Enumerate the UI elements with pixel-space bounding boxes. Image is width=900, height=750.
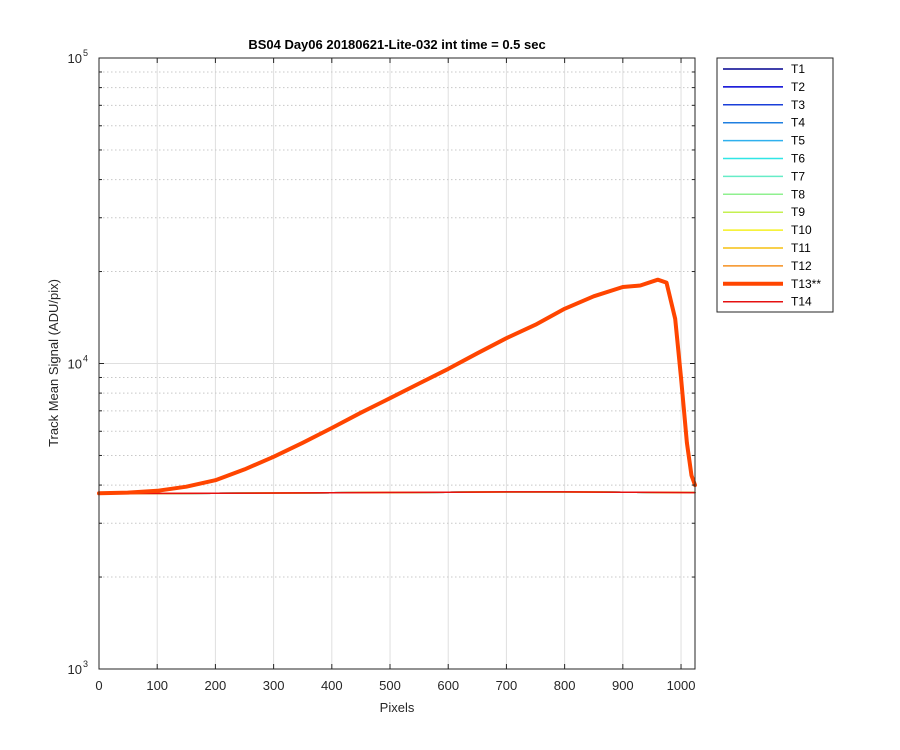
legend-label: T13** (791, 277, 821, 291)
grid (99, 58, 695, 669)
x-tick-label: 100 (146, 678, 168, 693)
x-tick-label: 800 (554, 678, 576, 693)
x-tick-label: 300 (263, 678, 285, 693)
y-tick-label-base: 10 (68, 662, 82, 677)
x-tick-label: 0 (95, 678, 102, 693)
y-tick-label-base: 10 (68, 357, 82, 372)
series-line-t14 (98, 491, 696, 495)
legend-label: T10 (791, 223, 812, 237)
chart-title: BS04 Day06 20180621-Lite-032 int time = … (248, 37, 545, 52)
y-tick-label-exponent: 4 (83, 354, 88, 364)
legend-label: T9 (791, 205, 805, 219)
legend-label: T7 (791, 169, 805, 183)
x-tick-label: 900 (612, 678, 634, 693)
y-tick-label-base: 10 (68, 51, 82, 66)
x-tick-label: 600 (437, 678, 459, 693)
y-axis-label: Track Mean Signal (ADU/pix) (46, 279, 61, 447)
legend-label: T4 (791, 116, 805, 130)
x-tick-label: 400 (321, 678, 343, 693)
legend-box (716, 57, 834, 313)
legend-label: T11 (791, 241, 811, 255)
x-tick-label: 1000 (667, 678, 696, 693)
x-tick-label: 700 (496, 678, 518, 693)
x-axis-label: Pixels (380, 700, 415, 715)
series-lines (97, 277, 697, 496)
legend-label: T2 (791, 80, 805, 94)
legend: T1 T2 T3 T4 T5 T6 T7 T8 T9 T10 T11 T12 T13** T14 (716, 57, 834, 313)
x-tick-label: 200 (205, 678, 227, 693)
legend-label: T1 (791, 62, 805, 76)
legend-label: T14 (791, 295, 812, 309)
legend-label: T12 (791, 259, 812, 273)
y-tick-label-exponent: 3 (83, 659, 88, 669)
legend-label: T6 (791, 152, 805, 166)
x-tick-label: 500 (379, 678, 401, 693)
legend-label: T8 (791, 187, 805, 201)
y-tick-label-exponent: 5 (83, 48, 88, 58)
legend-label: T5 (791, 134, 805, 148)
legend-label: T3 (791, 98, 805, 112)
series-line-t13 (97, 277, 697, 496)
